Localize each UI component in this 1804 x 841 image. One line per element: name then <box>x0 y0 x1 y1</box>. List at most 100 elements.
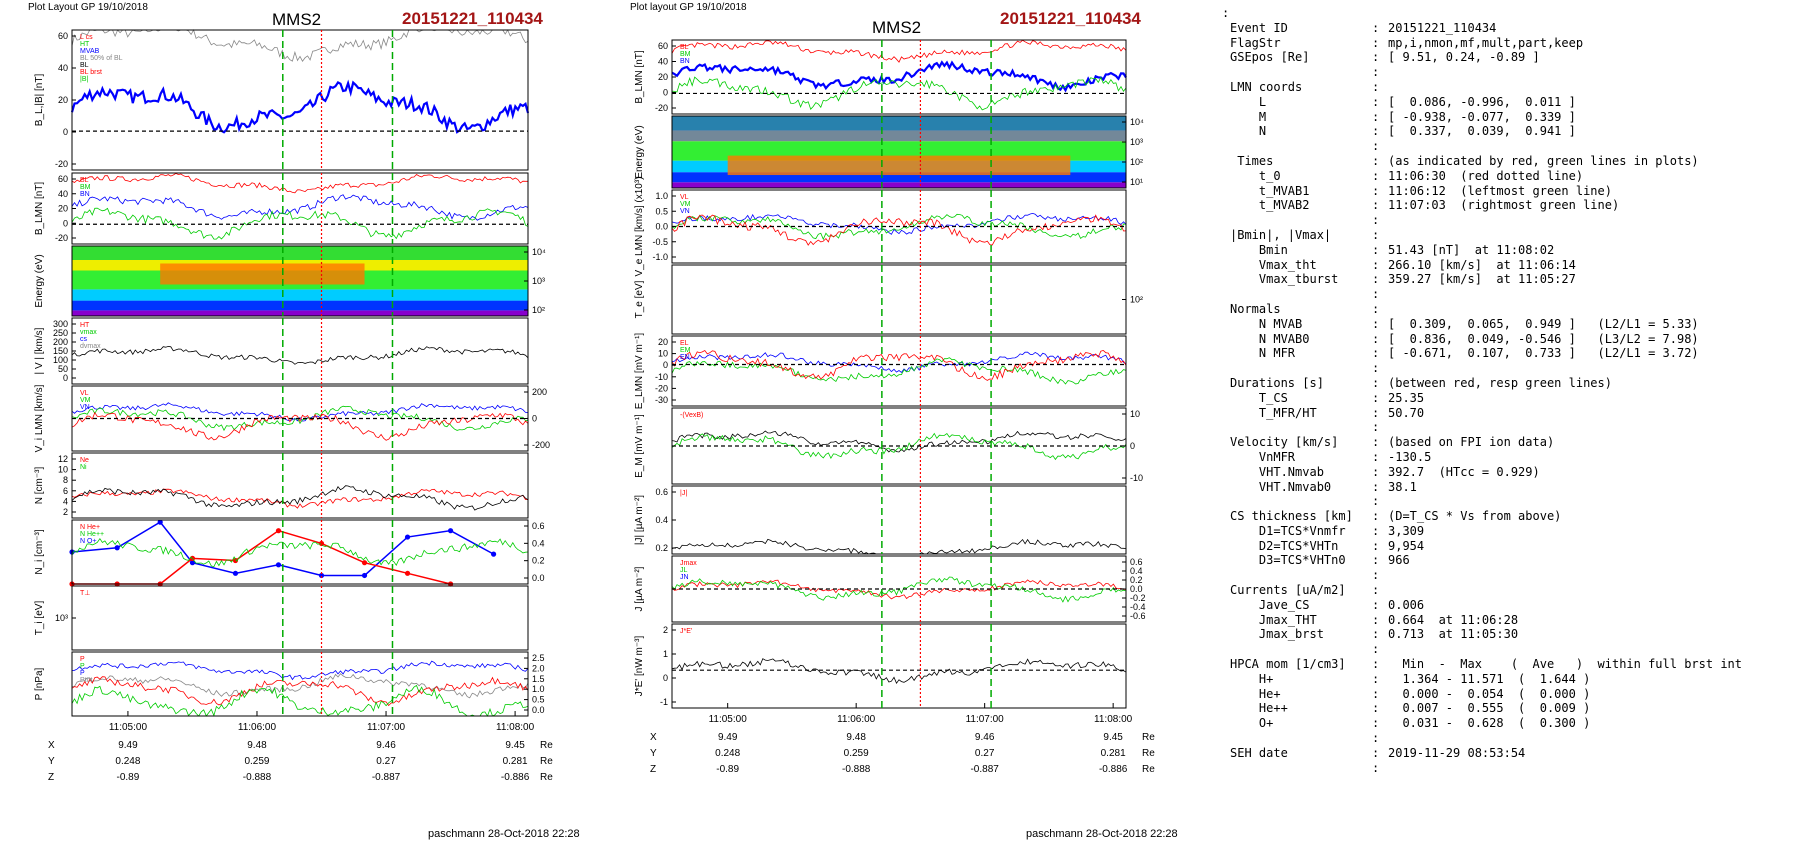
summary-colon: : <box>1372 109 1380 124</box>
series-line <box>72 529 451 585</box>
summary-row: D2=TCS*VHTn:9,954 <box>1222 539 1800 554</box>
summary-value: 11:06:30 (red dotted line) <box>1388 168 1584 183</box>
series-line <box>671 212 1127 235</box>
summary-row: He++: 0.007 - 0.555 ( 0.009 ) <box>1222 701 1800 716</box>
y-tick-label: -0.4 <box>1130 602 1146 612</box>
series-line <box>71 411 529 441</box>
y-tick-label: 4 <box>63 496 68 506</box>
spectrogram-band <box>72 310 528 316</box>
summary-value: 25.35 <box>1388 390 1425 405</box>
series-line <box>671 349 1127 381</box>
summary-value: -130.5 <box>1388 449 1432 464</box>
series-line <box>71 402 529 422</box>
series-line <box>71 673 529 699</box>
summary-colon: : <box>1372 287 1380 302</box>
summary-row: N MVAB: [ 0.309, 0.065, 0.949 ] (L2/L1 = … <box>1222 317 1800 332</box>
ephemeris-value: -0.89 <box>716 764 739 775</box>
summary-value: 9,954 <box>1388 538 1425 553</box>
plot-panel: T_e [eV] 10² <box>634 264 1143 335</box>
summary-row: Velocity [km/s]: (based on FPI ion data) <box>1222 435 1800 450</box>
summary-value: (as indicated by red, green lines in plo… <box>1388 153 1699 168</box>
panel-frame <box>671 264 1127 335</box>
series-line <box>70 79 530 134</box>
y-tick-label: -20 <box>655 383 668 393</box>
summary-row: FlagStr: mp,i,nmon,mf,mult,part,keep <box>1222 36 1800 51</box>
summary-row: t_MVAB2:11:07:03 (rightmost green line) <box>1222 198 1800 213</box>
y-tick-label: 20 <box>58 204 68 214</box>
summary-row: N MFR: [ -0.671, 0.107, 0.733 ] (L2/L1 = … <box>1222 346 1800 361</box>
summary-row: Jmax_THT:0.664 at 11:06:28 <box>1222 613 1800 628</box>
y-tick-label: 0 <box>663 360 668 370</box>
y-tick-label: 0.6 <box>655 487 668 497</box>
series-point <box>318 540 325 547</box>
ephemeris-value: 0.27 <box>376 756 396 767</box>
legend-entry: BL <box>80 177 89 184</box>
summary-value: 1.364 - 11.571 ( 1.644 ) <box>1388 671 1591 686</box>
legend-entry: HT <box>80 322 90 329</box>
legend-entry: P <box>80 656 85 663</box>
summary-colon: : <box>1372 686 1380 701</box>
legend-entry: VM <box>80 397 91 404</box>
y-tick-label: 10⁴ <box>532 247 546 257</box>
summary-key: VnMFR <box>1230 449 1296 464</box>
legend-entry: BL brst <box>80 69 102 76</box>
summary-colon: : <box>1372 153 1380 168</box>
ephemeris-unit: Re <box>540 740 553 751</box>
y-tick-label: 2 <box>63 507 68 517</box>
series-point <box>490 551 497 557</box>
summary-value: 50.70 <box>1388 405 1425 420</box>
summary-value: 0.664 at 11:06:28 <box>1388 612 1519 627</box>
series-line <box>71 28 529 62</box>
summary-colon: : <box>1372 257 1380 272</box>
legend-entry: EL <box>680 340 689 347</box>
ephemeris-label: X <box>48 740 55 751</box>
legend-entry: P <box>80 670 85 677</box>
y-tick-label: 10 <box>58 465 68 475</box>
summary-key: T_CS <box>1230 390 1288 405</box>
legend-entry: EM <box>680 347 691 354</box>
ephemeris-unit: Re <box>540 772 553 783</box>
summary-value: [ 0.836, 0.049, -0.546 ] (L3/L2 = 7.98) <box>1388 331 1699 346</box>
summary-value: 966 <box>1388 553 1410 568</box>
summary-colon: : <box>1372 716 1380 731</box>
series-line <box>671 214 1127 246</box>
series-line <box>71 405 529 432</box>
y-tick-label: 250 <box>53 328 68 338</box>
summary-row: HPCA mom [1/cm3]: Min - Max ( Ave ) with… <box>1222 657 1800 672</box>
summary-colon: : <box>1372 479 1380 494</box>
legend-entry: P <box>80 663 85 670</box>
panel-ylabel: J*E' [nW m⁻³] <box>634 636 645 697</box>
summary-row: |Bmin|, |Vmax|: <box>1222 228 1800 243</box>
summary-row: L: [ 0.086, -0.996, 0.011 ] <box>1222 95 1800 110</box>
panel-frame <box>71 651 529 717</box>
summary-value: 392.7 (HTcc = 0.929) <box>1388 464 1540 479</box>
legend-entry: VN <box>680 208 690 215</box>
x-tick-label: 11:06:00 <box>238 722 277 733</box>
x-tick-label: 11:07:00 <box>367 722 406 733</box>
y-tick-label: -1.0 <box>652 252 668 262</box>
summary-colon: : <box>1372 420 1380 435</box>
summary-key: N MFR <box>1230 346 1296 361</box>
summary-value: 51.43 [nT] at 11:08:02 <box>1388 242 1555 257</box>
x-tick-label: 11:08:00 <box>496 722 535 733</box>
y-tick-label: 300 <box>53 319 68 329</box>
legend-entry: Ptot <box>80 677 93 684</box>
ephemeris-value: -0.886 <box>1099 764 1128 775</box>
spectrogram-band <box>72 246 528 260</box>
summary-key: t_0 <box>1230 168 1281 183</box>
series-line <box>671 60 1127 93</box>
summary-value: (based on FPI ion data) <box>1388 435 1555 450</box>
summary-key: N MVAB <box>1230 316 1303 331</box>
series-point <box>275 562 282 568</box>
left-plot-header: Plot Layout GP 19/10/2018 <box>28 2 148 13</box>
summary-key: VHT.Nmvab0 <box>1230 479 1332 494</box>
panel-ylabel: J [µA m⁻²] <box>634 566 645 611</box>
summary-colon: : <box>1372 464 1380 479</box>
panel-ylabel: E_M [mV m⁻¹] <box>634 414 645 478</box>
panel-frame <box>71 29 529 171</box>
series-line <box>671 658 1127 685</box>
summary-key: L <box>1230 94 1267 109</box>
